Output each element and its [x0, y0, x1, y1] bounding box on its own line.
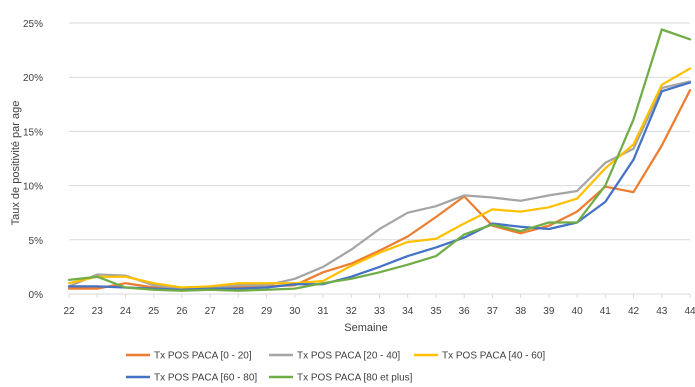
x-tick-label: 41 — [600, 306, 612, 317]
y-axis-title: Taux de positivité par age — [10, 101, 22, 226]
x-tick-label: 39 — [543, 306, 555, 317]
x-tick-label: 22 — [63, 306, 75, 317]
x-tick-label: 29 — [261, 306, 273, 317]
x-tick-label: 24 — [120, 306, 132, 317]
series-line-3 — [67, 67, 692, 289]
series-line-2 — [67, 80, 692, 290]
x-tick-label: 44 — [684, 306, 695, 317]
x-tick-label: 40 — [572, 306, 584, 317]
legend-label-1: Tx POS PACA [0 - 20] — [154, 351, 252, 362]
x-tick-label: 33 — [374, 306, 386, 317]
y-tick-label: 0% — [29, 290, 44, 301]
x-tick-label: 23 — [92, 306, 104, 317]
legend-label-3: Tx POS PACA [40 - 60] — [442, 351, 545, 362]
x-tick-label: 43 — [656, 306, 668, 317]
x-tick-label: 27 — [205, 306, 217, 317]
x-tick-label: 28 — [233, 306, 245, 317]
x-tick-label: 32 — [346, 306, 358, 317]
x-tick-label: 26 — [176, 306, 188, 317]
series-line-5 — [67, 28, 692, 292]
x-tick-label: 37 — [487, 306, 499, 317]
x-tick-label: 42 — [628, 306, 640, 317]
legend-label-2: Tx POS PACA [20 - 40] — [297, 351, 400, 362]
x-tick-label: 30 — [289, 306, 301, 317]
series-line-1 — [67, 89, 692, 291]
x-tick-label: 34 — [402, 306, 414, 317]
y-axis-ticks: 0% 5% 10% 15% 20% 25% — [23, 19, 43, 301]
x-tick-label: 36 — [459, 306, 471, 317]
legend-label-4: Tx POS PACA [60 - 80] — [154, 373, 257, 384]
x-axis-title: Semaine — [344, 322, 387, 334]
legend: Tx POS PACA [0 - 20] Tx POS PACA [20 - 40… — [126, 351, 545, 384]
y-tick-label: 5% — [29, 236, 44, 247]
series-lines — [67, 28, 692, 292]
x-tick-label: 35 — [430, 306, 442, 317]
y-tick-label: 25% — [23, 19, 43, 30]
series-line-4 — [67, 81, 692, 291]
y-tick-label: 20% — [23, 73, 43, 84]
x-tick-label: 25 — [148, 306, 160, 317]
y-tick-label: 10% — [23, 182, 43, 193]
x-tick-label: 31 — [317, 306, 329, 317]
x-tick-label: 38 — [515, 306, 527, 317]
legend-label-5: Tx POS PACA [80 et plus] — [297, 373, 413, 384]
y-tick-label: 15% — [23, 127, 43, 138]
grid-lines — [69, 22, 690, 241]
x-axis-ticks: 22 23 24 25 26 27 28 29 30 31 32 33 34 35 36 37 38 39 40 41… — [63, 294, 695, 317]
